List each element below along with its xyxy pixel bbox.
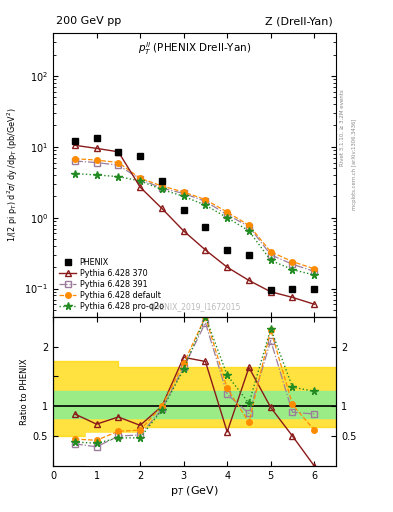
Pythia 6.428 391 bbox=[181, 190, 186, 197]
Pythia 6.428 391 bbox=[225, 211, 230, 218]
Pythia 6.428 pro-q2o bbox=[181, 193, 186, 199]
Pythia 6.428 370 bbox=[116, 149, 121, 155]
Pythia 6.428 391 bbox=[116, 162, 121, 168]
Legend: PHENIX, Pythia 6.428 370, Pythia 6.428 391, Pythia 6.428 default, Pythia 6.428 p: PHENIX, Pythia 6.428 370, Pythia 6.428 3… bbox=[57, 257, 165, 313]
Pythia 6.428 pro-q2o bbox=[116, 174, 121, 180]
Pythia 6.428 370 bbox=[181, 228, 186, 234]
Pythia 6.428 391 bbox=[312, 268, 317, 274]
PHENIX bbox=[181, 206, 186, 212]
Text: Rivet 3.1.10, ≥ 3.2M events: Rivet 3.1.10, ≥ 3.2M events bbox=[340, 90, 345, 166]
PHENIX bbox=[268, 287, 273, 293]
PHENIX bbox=[246, 252, 251, 258]
Pythia 6.428 default bbox=[203, 197, 208, 203]
Pythia 6.428 pro-q2o bbox=[225, 215, 230, 221]
Pythia 6.428 default bbox=[312, 266, 317, 272]
Pythia 6.428 391 bbox=[94, 159, 99, 165]
Pythia 6.428 pro-q2o bbox=[312, 272, 317, 278]
Pythia 6.428 370 bbox=[268, 289, 273, 295]
Pythia 6.428 default bbox=[94, 157, 99, 163]
Pythia 6.428 370 bbox=[290, 294, 295, 301]
PHENIX bbox=[290, 286, 295, 292]
PHENIX bbox=[312, 286, 317, 292]
Pythia 6.428 default bbox=[290, 259, 295, 265]
Pythia 6.428 default bbox=[116, 159, 121, 165]
Pythia 6.428 391 bbox=[72, 158, 77, 164]
Line: Pythia 6.428 default: Pythia 6.428 default bbox=[72, 156, 317, 271]
Pythia 6.428 370 bbox=[246, 278, 251, 284]
Pythia 6.428 pro-q2o bbox=[246, 228, 251, 234]
X-axis label: p$_T$ (GeV): p$_T$ (GeV) bbox=[170, 483, 219, 498]
PHENIX bbox=[225, 247, 230, 253]
Pythia 6.428 391 bbox=[268, 252, 273, 258]
Pythia 6.428 370 bbox=[312, 301, 317, 307]
Pythia 6.428 default bbox=[160, 183, 164, 189]
Text: mcplots.cern.ch [arXiv:1306.3436]: mcplots.cern.ch [arXiv:1306.3436] bbox=[352, 118, 357, 209]
Text: Z (Drell-Yan): Z (Drell-Yan) bbox=[265, 16, 333, 26]
PHENIX bbox=[160, 178, 164, 184]
Line: PHENIX: PHENIX bbox=[72, 135, 318, 293]
Line: Pythia 6.428 pro-q2o: Pythia 6.428 pro-q2o bbox=[71, 169, 318, 279]
Y-axis label: Ratio to PHENIX: Ratio to PHENIX bbox=[20, 358, 29, 424]
Pythia 6.428 370 bbox=[203, 247, 208, 253]
Pythia 6.428 370 bbox=[160, 205, 164, 211]
Pythia 6.428 pro-q2o bbox=[138, 178, 143, 184]
Pythia 6.428 default bbox=[246, 222, 251, 228]
Pythia 6.428 pro-q2o bbox=[268, 257, 273, 263]
Pythia 6.428 default bbox=[268, 249, 273, 255]
Text: PHENIX_2019_I1672015: PHENIX_2019_I1672015 bbox=[149, 302, 240, 311]
Pythia 6.428 391 bbox=[138, 176, 143, 182]
PHENIX bbox=[116, 149, 121, 155]
Pythia 6.428 default bbox=[181, 189, 186, 195]
PHENIX bbox=[138, 153, 143, 159]
Pythia 6.428 pro-q2o bbox=[203, 202, 208, 208]
PHENIX bbox=[203, 223, 208, 229]
Pythia 6.428 391 bbox=[290, 261, 295, 267]
Text: $p_T^{ll}$ (PHENIX Drell-Yan): $p_T^{ll}$ (PHENIX Drell-Yan) bbox=[138, 40, 251, 57]
Pythia 6.428 default bbox=[72, 156, 77, 162]
Pythia 6.428 391 bbox=[160, 185, 164, 191]
Pythia 6.428 391 bbox=[203, 198, 208, 204]
Y-axis label: 1/(2 pi p$_T$) d$^2\sigma$/ dy /dp$_T$ (pb/GeV$^2$): 1/(2 pi p$_T$) d$^2\sigma$/ dy /dp$_T$ (… bbox=[6, 108, 20, 242]
Pythia 6.428 pro-q2o bbox=[72, 170, 77, 177]
Pythia 6.428 default bbox=[138, 175, 143, 181]
Text: 200 GeV pp: 200 GeV pp bbox=[56, 16, 121, 26]
Pythia 6.428 default bbox=[225, 209, 230, 215]
Line: Pythia 6.428 370: Pythia 6.428 370 bbox=[72, 142, 318, 307]
PHENIX bbox=[94, 135, 99, 141]
PHENIX bbox=[72, 138, 77, 144]
Pythia 6.428 pro-q2o bbox=[290, 267, 295, 273]
Line: Pythia 6.428 391: Pythia 6.428 391 bbox=[72, 158, 317, 274]
Pythia 6.428 pro-q2o bbox=[160, 186, 164, 193]
Pythia 6.428 370 bbox=[72, 142, 77, 148]
Pythia 6.428 pro-q2o bbox=[94, 172, 99, 178]
Pythia 6.428 370 bbox=[94, 145, 99, 152]
Pythia 6.428 370 bbox=[138, 184, 143, 190]
Pythia 6.428 370 bbox=[225, 264, 230, 270]
Pythia 6.428 391 bbox=[246, 223, 251, 229]
